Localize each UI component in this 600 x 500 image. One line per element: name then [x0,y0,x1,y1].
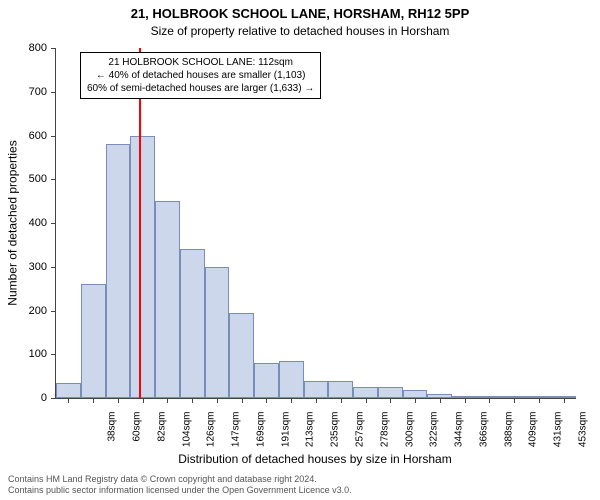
histogram-bar [81,284,106,398]
y-tick [51,354,56,355]
x-tick-label: 169sqm [255,412,266,462]
histogram-bar [254,363,279,398]
x-tick [539,398,540,403]
x-tick [390,398,391,403]
x-tick-label: 213sqm [305,412,316,462]
x-tick [564,398,565,403]
x-tick-label: 60sqm [132,412,143,462]
histogram-bar [155,201,180,398]
footer-line-1: Contains HM Land Registry data © Crown c… [8,474,352,485]
x-tick-label: 453sqm [577,412,588,462]
y-tick-label: 800 [0,42,47,54]
histogram-bar [279,361,304,398]
y-tick-label: 0 [0,392,47,404]
x-tick [118,398,119,403]
plot-area [55,48,576,399]
histogram-bar [130,136,155,399]
y-tick [51,92,56,93]
chart-title-main: 21, HOLBROOK SCHOOL LANE, HORSHAM, RH12 … [0,6,600,21]
y-tick-label: 100 [0,348,47,360]
y-tick-label: 400 [0,217,47,229]
x-tick [291,398,292,403]
x-tick [489,398,490,403]
y-tick [51,398,56,399]
y-tick [51,136,56,137]
x-tick-label: 366sqm [478,412,489,462]
histogram-bar [403,390,428,398]
histogram-bar [56,383,81,398]
y-tick-label: 300 [0,261,47,273]
histogram-bar [378,387,403,398]
annotation-line: 21 HOLBROOK SCHOOL LANE: 112sqm [87,56,314,69]
x-tick [366,398,367,403]
x-tick-label: 126sqm [206,412,217,462]
x-tick-label: 235sqm [330,412,341,462]
x-tick [316,398,317,403]
x-tick-label: 344sqm [454,412,465,462]
histogram-bar [205,267,230,398]
x-tick [93,398,94,403]
y-tick [51,223,56,224]
x-tick-label: 431sqm [553,412,564,462]
footer-note: Contains HM Land Registry data © Crown c… [8,474,352,496]
histogram-bar [328,381,353,399]
x-tick [440,398,441,403]
y-tick-label: 700 [0,86,47,98]
y-tick [51,311,56,312]
x-tick [341,398,342,403]
x-tick-label: 300sqm [404,412,415,462]
histogram-bar [353,387,378,398]
y-tick-label: 200 [0,305,47,317]
x-tick-label: 257sqm [355,412,366,462]
histogram-bar [229,313,254,398]
x-tick-label: 322sqm [429,412,440,462]
y-tick-label: 500 [0,173,47,185]
x-tick [192,398,193,403]
x-tick-label: 278sqm [379,412,390,462]
x-tick-label: 409sqm [528,412,539,462]
x-tick-label: 38sqm [107,412,118,462]
footer-line-2: Contains public sector information licen… [8,485,352,496]
x-tick [415,398,416,403]
x-tick-label: 191sqm [280,412,291,462]
x-tick-label: 82sqm [156,412,167,462]
x-tick [167,398,168,403]
x-tick [266,398,267,403]
chart-title-sub: Size of property relative to detached ho… [0,24,600,38]
x-tick [68,398,69,403]
reference-line [139,48,141,398]
annotation-box: 21 HOLBROOK SCHOOL LANE: 112sqm← 40% of … [80,52,321,99]
histogram-bar [180,249,205,398]
histogram-bar [304,381,329,399]
chart-container: 21, HOLBROOK SCHOOL LANE, HORSHAM, RH12 … [0,0,600,500]
x-tick-label: 147sqm [231,412,242,462]
x-tick [217,398,218,403]
x-tick-label: 104sqm [181,412,192,462]
x-tick [143,398,144,403]
histogram-bar [106,144,131,398]
y-tick [51,267,56,268]
x-tick [514,398,515,403]
x-tick [465,398,466,403]
y-tick [51,48,56,49]
y-tick [51,179,56,180]
x-tick [242,398,243,403]
annotation-line: ← 40% of detached houses are smaller (1,… [87,69,314,82]
annotation-line: 60% of semi-detached houses are larger (… [87,82,314,95]
y-tick-label: 600 [0,130,47,142]
x-tick-label: 388sqm [503,412,514,462]
